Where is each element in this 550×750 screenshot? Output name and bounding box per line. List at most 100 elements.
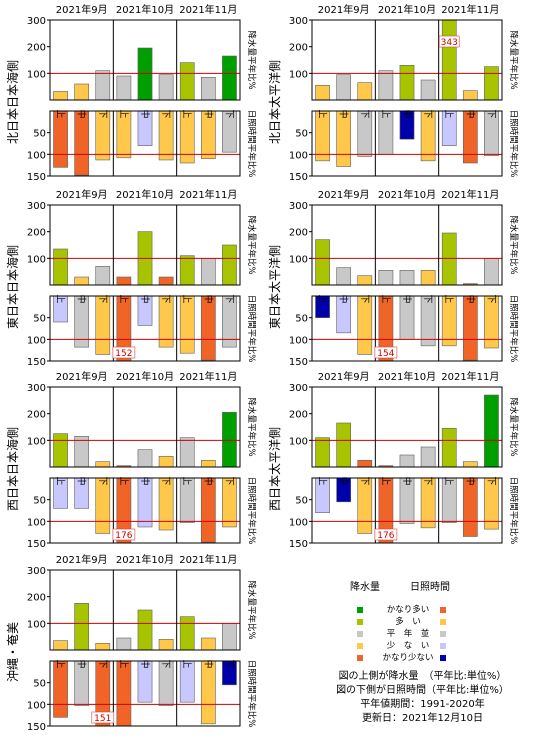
sun-side-label: 日照時間平年比% [246,660,257,728]
precip-bar [116,637,132,651]
precip-bar [357,82,373,101]
dekad-label: 中 [338,294,350,303]
month-label: 2021年10月 [116,553,174,566]
sun-bar [357,295,373,355]
region-title: 西日本太平洋側 [267,427,282,511]
precip-frame [311,19,503,101]
precip-frame [311,386,503,468]
precip-bar [336,422,352,468]
precip-tick-label: 100 [27,436,46,447]
chart-3: 2021年9月 2021年10月 2021年11月 300 200 100 50 100 150… [5,188,257,368]
precip-tick-label: 300 [289,201,308,212]
precip-bar [315,85,330,101]
dekad-label: 下 [359,294,369,303]
legend-precip-swatch [357,619,363,625]
precip-bar [441,19,457,101]
legend-label: 多 い [395,617,421,627]
precip-tick-label: 300 [289,383,308,394]
legend-label: 少 な い [386,641,430,651]
precip-bar [420,446,436,468]
dekad-label: 下 [97,109,107,118]
precip-bar [74,83,90,101]
precip-bar [357,460,373,468]
precip-tick-label: 300 [27,566,46,577]
precip-bar [116,276,132,286]
sun-frame [49,110,241,177]
dekad-label: 中 [338,476,350,485]
precip-bar [74,276,90,286]
month-label: 2021年9月 [56,370,108,383]
dekad-label: 下 [422,294,432,303]
dekad-label: 中 [464,294,476,303]
sun-bar [74,110,90,176]
month-label: 2021年11月 [441,370,499,383]
precip-bar [222,623,237,651]
sun-side-label: 日照時間平年比% [508,477,519,545]
value-label: 152 [115,349,132,359]
precip-bar [378,270,394,286]
value-label-box [374,528,398,541]
precip-bar [399,454,415,468]
sun-bar [484,295,499,349]
legend-precip-swatch [357,631,363,637]
precip-tick-label: 100 [289,254,308,265]
precip-bar [441,428,457,468]
precip-bar [74,603,90,651]
precip-tick-label: 200 [27,410,46,421]
precip-tick-label: 200 [27,593,46,604]
sun-tick-label: 150 [27,172,46,183]
precip-frame [49,569,241,651]
sun-bar [116,660,132,727]
sun-tick-label: 150 [27,357,46,368]
precip-bar [441,232,457,286]
sun-tick-label: 50 [33,679,46,690]
precip-bar [200,460,216,468]
precip-tick-label: 200 [289,410,308,421]
dekad-label: 下 [485,294,495,303]
month-label: 2021年10月 [116,370,174,383]
dekad-label: 上 [443,294,454,303]
month-label: 2021年9月 [318,188,370,201]
precip-bar [336,74,352,101]
dekad-label: 上 [118,294,129,303]
precip-side-label: 降水量平年比% [508,215,519,274]
dekad-label: 中 [76,476,88,485]
dekad-label: 中 [401,109,413,118]
dekad-label: 中 [76,109,88,118]
precip-frame [311,204,503,286]
note-sun: 図の下側が日照時間（平年比:単位%） [336,685,509,696]
sun-side-label: 日照時間平年比% [508,295,519,363]
value-label-box [112,346,136,359]
precip-bar [179,437,195,468]
dekad-label: 下 [160,294,170,303]
dekad-label: 上 [443,476,454,485]
month-label: 2021年11月 [179,370,237,383]
legend: 降水量 日照時間 かなり多い多 い平 年 並少 な いかなり少ない [330,578,540,663]
sun-bar [462,477,478,537]
sun-bar [200,295,216,361]
month-label: 2021年9月 [318,370,370,383]
precip-side-label: 降水量平年比% [246,397,257,456]
dekad-label: 下 [223,294,233,303]
dekad-label: 中 [202,294,214,303]
note-precip: 図の上側が降水量 （平年比:単位%） [338,671,507,682]
precip-side-label: 降水量平年比% [246,30,257,89]
dekad-label: 上 [118,476,129,485]
precip-tick-label: 300 [289,16,308,27]
dekad-label: 下 [359,476,369,485]
value-label-box [112,528,136,541]
chart-2: 2021年9月 2021年10月 2021年11月 300 200 100 50 100 150… [267,3,519,183]
precip-bar [95,70,111,101]
sun-tick-label: 100 [27,517,46,528]
precip-tick-label: 200 [27,43,46,54]
sun-tick-label: 150 [289,539,308,550]
precip-bar [222,55,237,101]
dekad-label: 上 [181,294,192,303]
legend-label: かなり少ない [382,653,434,663]
dekad-label: 中 [401,476,413,485]
sun-frame [311,295,503,362]
precip-bar [158,74,174,101]
sun-tick-label: 150 [27,539,46,550]
precip-tick-label: 100 [27,254,46,265]
precip-bar [137,449,153,468]
